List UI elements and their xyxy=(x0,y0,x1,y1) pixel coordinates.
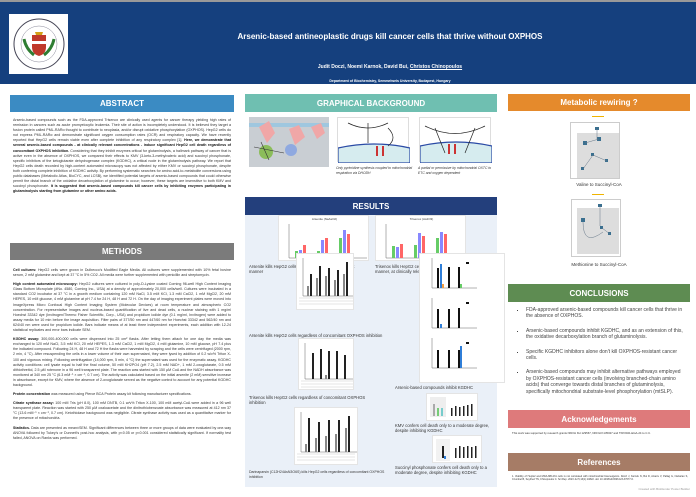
paragraph-text: HepG2 cells were grown in Dulbecco's Mod… xyxy=(13,268,231,278)
valine-pathway-map xyxy=(570,122,620,179)
chart-title: Arsenite (NaAsO2) xyxy=(311,217,338,221)
abstract-body-2: Considering that they inhibit enzymes cr… xyxy=(13,148,231,189)
methods-heading: METHODS xyxy=(10,243,234,260)
conclusions-list: FDA-approved arsenic-based compounds kil… xyxy=(516,307,684,403)
acknowledgements-heading: Acknowledgements xyxy=(508,410,690,428)
trisenox-oxphos-chart xyxy=(298,338,354,390)
conclusion-item: FDA-approved arsenic-based compounds kil… xyxy=(526,307,684,320)
result-caption-4: Trisenox kills HepG2 cells regardless of… xyxy=(249,395,366,405)
result-caption-8: Succinyl phosphonate confers cell death … xyxy=(395,465,487,475)
paragraph-label: Citrate synthase assay: xyxy=(13,401,54,406)
darinaparsin-oxphos-chart xyxy=(294,407,358,465)
arsenite-oxphos-chart xyxy=(296,253,354,310)
paragraph-label: High content automated microscopy: xyxy=(13,282,78,287)
graphical-figure-3 xyxy=(419,117,493,164)
abstract-conclusion: It is suggested that arsenic-based compo… xyxy=(13,184,231,194)
succinyl-phosphonate-chart xyxy=(432,435,482,463)
graphical-caption-1: Only pyrimidine synthesis coupled to mit… xyxy=(336,166,413,175)
methionine-pathway-map xyxy=(571,199,621,257)
abstract-highlight: Here, we demonstrate that several arseni… xyxy=(13,138,232,153)
divider xyxy=(592,194,604,195)
paragraph-label: Statistics. xyxy=(13,425,30,430)
affiliation: Department of Biochemistry, Semmelweis U… xyxy=(329,79,451,83)
graphical-background-heading: GRAPHICAL BACKGROUND xyxy=(245,94,497,112)
metabolic-rewiring-heading: Metabolic rewiring ? xyxy=(508,94,690,111)
graphical-figure-2 xyxy=(337,117,411,164)
result-caption-6: Arsenic-based compounds inhibit KGDHC xyxy=(395,385,473,390)
result-caption-3: Arsenite kills HepG2 cells regardless of… xyxy=(249,333,383,338)
abstract-body: Arsenic-based compounds such as the FDA-… xyxy=(13,118,231,143)
paragraph-label: KGDHC assay: xyxy=(13,337,40,342)
presenting-author: Christos Chinopoulos xyxy=(409,64,463,70)
paragraph-text: Data are presented as mean±SEM. Signific… xyxy=(13,425,231,440)
paragraph-label: Protein concentration xyxy=(13,392,51,397)
university-logo xyxy=(9,14,68,74)
valine-caption: Valine to Succinyl-CoA xyxy=(576,182,622,187)
conclusions-heading: CONCLUSIONS xyxy=(508,284,690,302)
methods-paragraph: Citrate synthase assay: 100 mM Tris (pH … xyxy=(13,401,231,421)
results-heading: RESULTS xyxy=(245,197,497,215)
conclusion-item: Arsenic-based compounds inhibit KGDHC, a… xyxy=(526,328,684,341)
result-caption-5: Darinaparsin (C12H24AsN3O6S) kills HepG2… xyxy=(249,470,385,479)
conclusion-item: Arsenic-based compounds may inhibit alte… xyxy=(526,369,684,395)
methods-paragraph: High content automated microscopy: HepG2… xyxy=(13,282,231,333)
authors: Judit Doczi, Noemi Karnok, David Bui, Ch… xyxy=(110,64,670,70)
paragraph-label: Cell cultures: xyxy=(13,268,37,272)
acknowledgements-text: This work was supported by research gran… xyxy=(512,431,651,435)
author-list: Judit Doczi, Noemi Karnok, David Bui, xyxy=(317,64,410,70)
methods-paragraph: Cell cultures: HepG2 cells were grown in… xyxy=(13,268,231,278)
chart-title: Trisenox (As2O3) xyxy=(409,217,434,221)
result-caption-7: KMV confers cell death only to a moderat… xyxy=(395,423,490,433)
paragraph-text: 100 mM Tris (pH 8.0), 100 mM DNTB, 0.1 w… xyxy=(13,401,231,421)
kgdhc-inhibition-charts xyxy=(419,253,505,383)
abstract-heading: ABSTRACT xyxy=(10,95,234,112)
graphical-caption-2: A partial or permissive by mitochondrial… xyxy=(418,166,492,175)
methods-paragraph: Statistics. Data are presented as mean±S… xyxy=(13,426,231,441)
references-heading: References xyxy=(508,453,690,471)
conclusion-item: Specific KGDHC inhibitors alone don't ki… xyxy=(526,349,684,362)
divider xyxy=(592,116,604,117)
methods-paragraph: KGDHC assay: 300,000-400,000 cells were … xyxy=(13,337,231,388)
methionine-caption: Methionine to Succinyl-CoA xyxy=(571,262,627,267)
methods-paragraph: Protein concentration was measured using… xyxy=(13,392,231,397)
abstract-text: Arsenic-based compounds such as the FDA-… xyxy=(13,118,231,194)
paragraph-text: was measured using Pierce BCA Protein as… xyxy=(50,392,192,397)
paragraph-text: HepG2 cultures were cultured in poly-D-L… xyxy=(13,282,232,333)
graphical-figure-1 xyxy=(249,117,329,167)
paragraph-text: 300,000-400,000 cells were dispensed int… xyxy=(13,337,231,387)
references-text: 1. Viability of HepG2 and MDA-MB-231 cel… xyxy=(512,475,688,482)
poster-title: Arsenic-based antineoplastic drugs kill … xyxy=(237,32,543,41)
poster-header: Arsenic-based antineoplastic drugs kill … xyxy=(0,0,696,84)
kmv-chart xyxy=(426,393,478,421)
results-panel: Arsenite (NaAsO2) Trisenox (As2O3) Arsen… xyxy=(245,215,505,487)
footer-credit: Created with BioRender Poster Builder xyxy=(638,487,690,491)
methods-text: Cell cultures: HepG2 cells were grown in… xyxy=(13,268,231,441)
